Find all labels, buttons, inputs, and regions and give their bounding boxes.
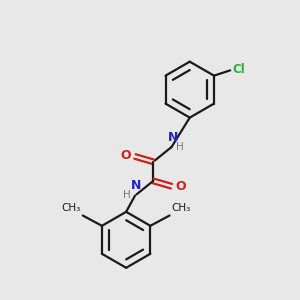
Text: O: O	[121, 149, 131, 162]
Text: H: H	[123, 190, 130, 200]
Text: N: N	[167, 130, 178, 143]
Text: O: O	[175, 180, 186, 193]
Text: CH₃: CH₃	[61, 203, 80, 213]
Text: Cl: Cl	[232, 63, 245, 76]
Text: CH₃: CH₃	[172, 203, 191, 213]
Text: H: H	[176, 142, 184, 152]
Text: N: N	[130, 179, 141, 192]
